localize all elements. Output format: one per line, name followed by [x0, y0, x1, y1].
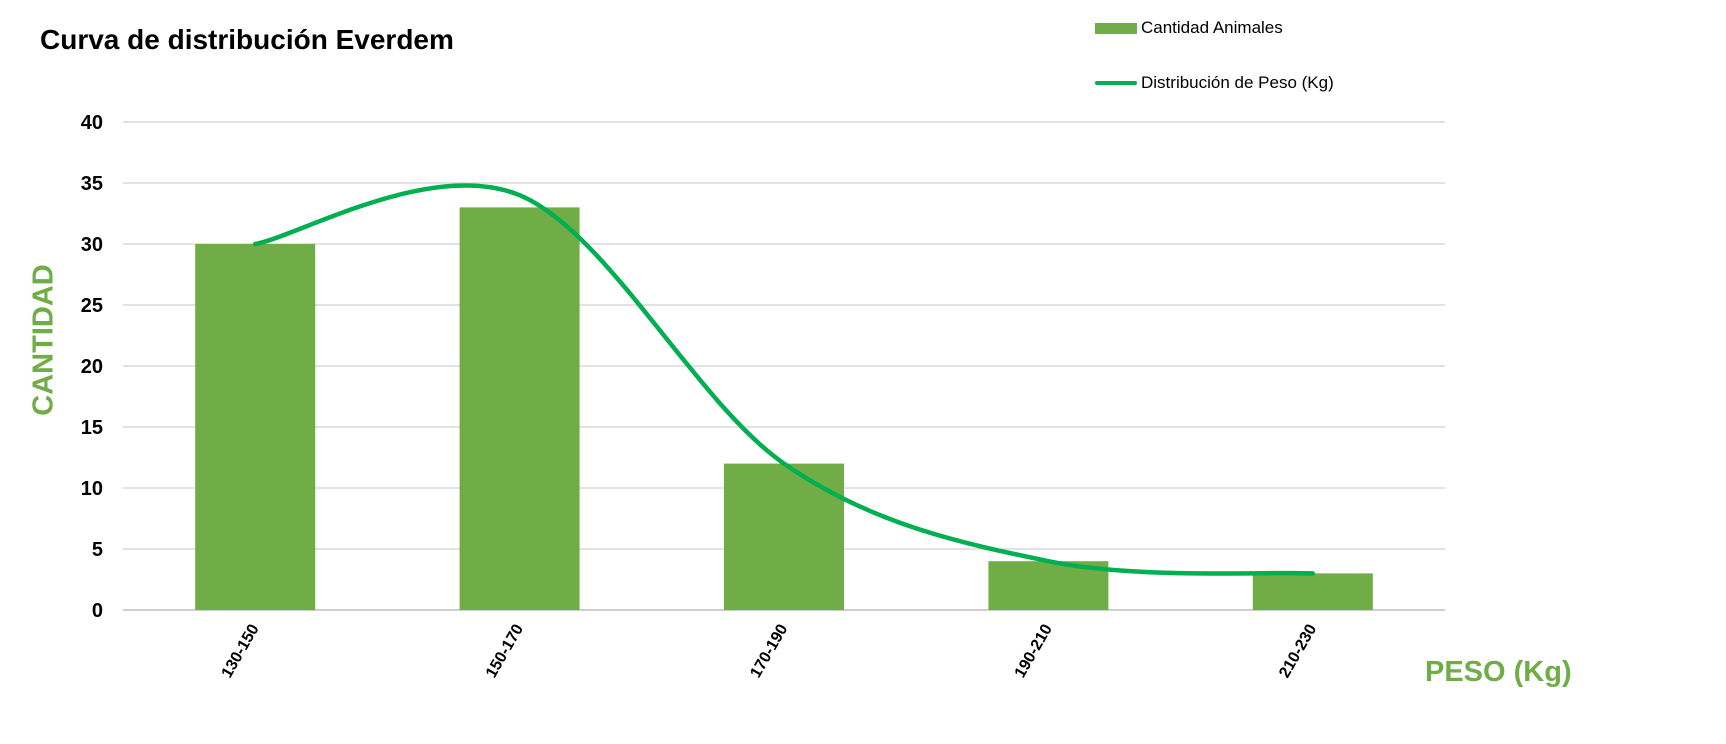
legend-label-line: Distribución de Peso (Kg) — [1141, 73, 1334, 92]
legend-swatch-bar — [1095, 22, 1137, 34]
y-tick-label: 15 — [81, 417, 103, 439]
y-tick-label: 10 — [81, 478, 103, 500]
bar — [1252, 573, 1373, 610]
series-line — [252, 183, 1316, 576]
y-tick-label: 30 — [81, 234, 103, 256]
y-tick-label: 5 — [92, 539, 103, 561]
legend-item-line: Distribución de Peso (Kg) — [1095, 69, 1334, 97]
x-tick-label: 210-230 — [1276, 621, 1320, 680]
bar — [195, 244, 316, 610]
x-tick-label: 150-170 — [483, 621, 527, 680]
y-tick-label: 40 — [81, 112, 103, 134]
x-tick-label: 130-150 — [219, 621, 263, 680]
chart-title: Curva de distribución Everdem — [40, 24, 454, 55]
legend-label-bar: Cantidad Animales — [1141, 18, 1283, 37]
x-tick-label: 170-190 — [747, 621, 791, 680]
y-tick-label: 25 — [81, 295, 103, 317]
legend: Cantidad Animales Distribución de Peso (… — [1095, 14, 1334, 124]
bar — [459, 207, 580, 610]
y-tick-label: 35 — [81, 173, 103, 195]
x-tick-label: 190-210 — [1012, 621, 1056, 680]
y-tick-label: 20 — [81, 356, 103, 378]
y-tick-label: 0 — [92, 600, 103, 622]
bar — [724, 463, 844, 610]
legend-swatch-line — [1095, 81, 1137, 85]
legend-item-bar: Cantidad Animales — [1095, 14, 1334, 42]
x-axis-title: PESO (Kg) — [1425, 656, 1572, 688]
